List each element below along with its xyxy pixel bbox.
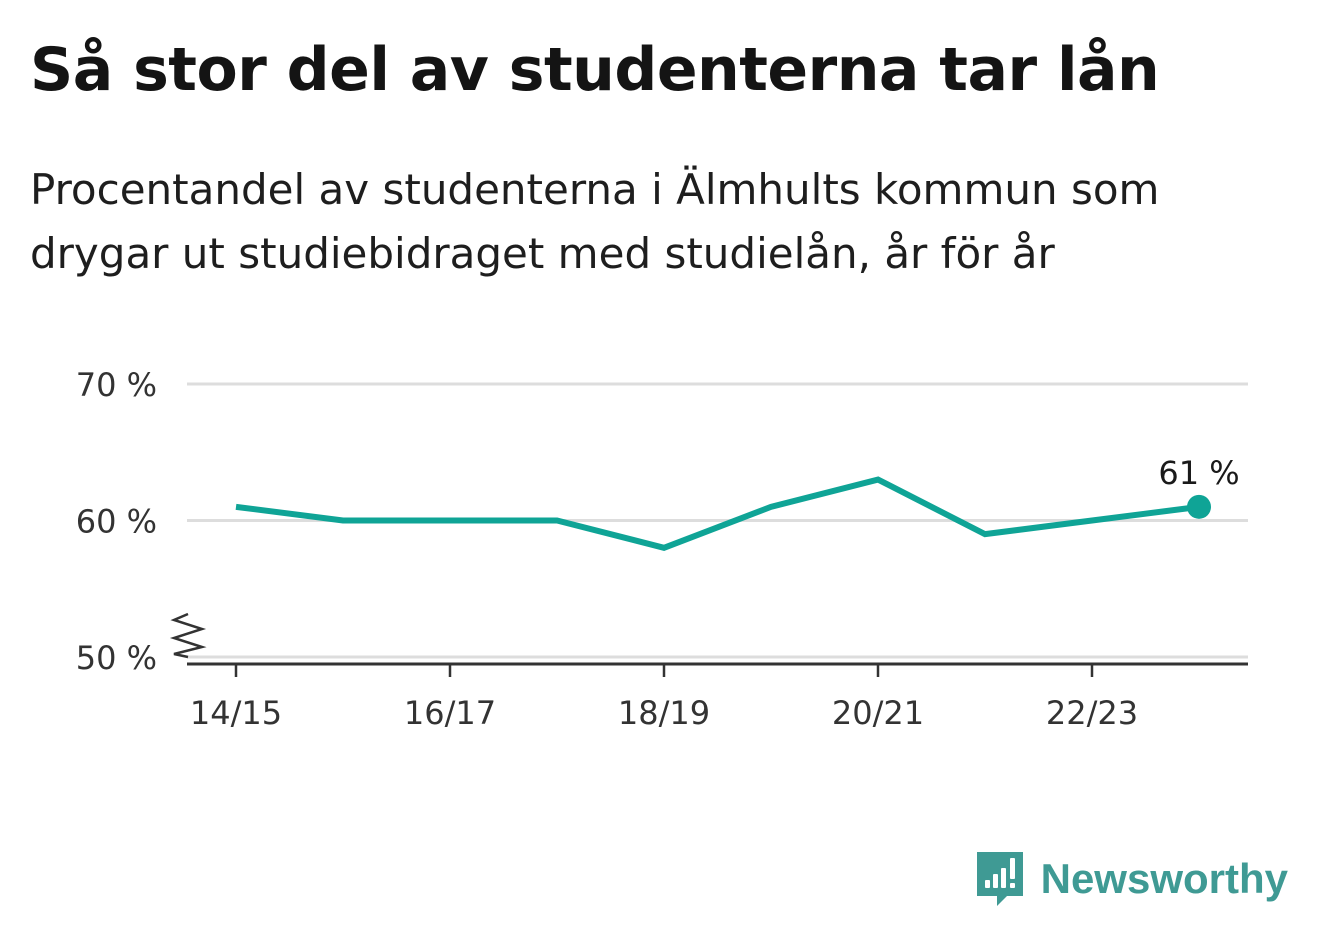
y-axis: 50 % 60 % 70 % [76,366,207,677]
newsworthy-brand: Newsworthy [975,848,1288,910]
chart-title: Så stor del av studenterna tar lån [30,35,1160,105]
x-tick-label: 22/23 [1046,694,1138,732]
brand-name: Newsworthy [1040,855,1288,902]
chart-subtitle: Procentandel av studenterna i Älmhults k… [30,165,1160,278]
x-tick-label: 20/21 [832,694,924,732]
y-tick-label: 70 % [76,366,157,404]
series-layer: 61 % [235,454,1240,551]
y-tick-label: 60 % [76,503,157,541]
axis-break-icon [169,612,207,659]
x-tick-label: 18/19 [618,694,710,732]
x-tick-label: 14/15 [190,694,282,732]
y-tick-label: 50 % [76,639,157,677]
x-axis: 14/15 16/17 18/19 20/21 22/23 [187,662,1248,732]
series-line [235,476,1200,551]
end-value-label: 61 % [1158,454,1239,492]
line-chart: 50 % 60 % 70 % 14/15 16/17 18/19 20/21 22/23 6… [76,366,1248,732]
x-tick-label: 16/17 [404,694,496,732]
end-point-marker [1187,494,1211,519]
newsworthy-logo-icon [976,852,1023,906]
